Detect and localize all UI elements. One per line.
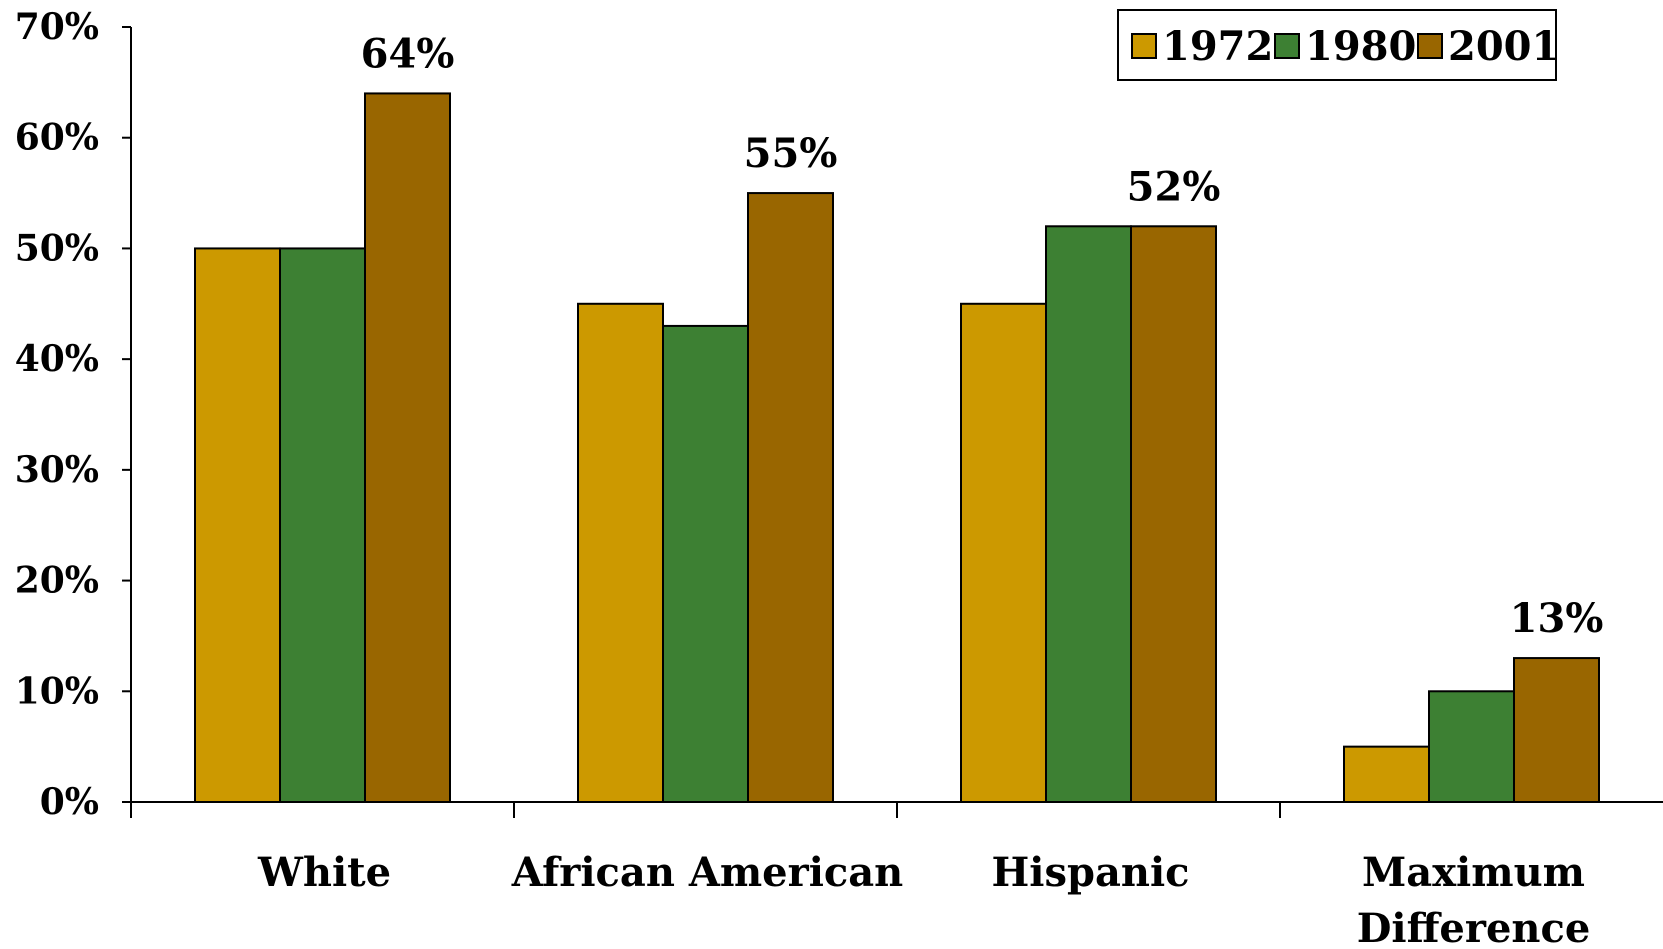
y-axis: 0% 10% 20% 30% 40% 50% 60% 70% [15, 6, 132, 823]
legend-label: 2001 [1448, 23, 1559, 70]
bar-2001 [747, 192, 834, 804]
data-label: 55% [744, 130, 838, 177]
x-category-label: Hispanic [991, 849, 1189, 896]
y-tick-label: 10% [15, 670, 99, 712]
bar-1972 [960, 302, 1047, 803]
legend: 1972 1980 2001 [1117, 9, 1559, 81]
bar-1972 [577, 302, 664, 803]
bar-1980 [662, 324, 749, 803]
data-label: 13% [1510, 595, 1604, 642]
legend-box [1117, 9, 1557, 81]
legend-label: 1980 [1305, 23, 1416, 70]
y-tick-label: 70% [15, 6, 99, 48]
x-category-label: African American [511, 849, 904, 896]
bar-1980 [279, 247, 366, 803]
y-tick-label: 50% [15, 227, 99, 269]
legend-label: 1972 [1162, 23, 1273, 70]
data-label: 64% [361, 30, 455, 77]
y-tick-label: 60% [15, 117, 99, 159]
y-tick-label: 30% [15, 449, 99, 491]
legend-swatch [1417, 33, 1443, 59]
bars [194, 92, 1600, 804]
legend-swatch [1131, 33, 1157, 59]
y-tick-label: 40% [15, 338, 99, 380]
legend-swatch [1274, 33, 1300, 59]
x-category-label: Maximum Difference [1357, 849, 1591, 949]
bar-2001 [1513, 657, 1600, 803]
x-axis: White African American Hispanic Maximum Diff… [130, 801, 1663, 949]
bar-2001 [1130, 225, 1217, 804]
data-labels: 64% 55% 52% 13% [361, 30, 1604, 642]
bar-1980 [1045, 225, 1132, 804]
bar-2001 [364, 92, 451, 803]
bar-1972 [1343, 745, 1430, 804]
bar-1980 [1428, 690, 1515, 803]
data-label: 52% [1127, 163, 1221, 210]
bar-1972 [194, 247, 281, 803]
y-tick-label: 0% [40, 781, 99, 823]
x-category-label: White [257, 849, 391, 896]
y-tick-label: 20% [15, 560, 99, 602]
